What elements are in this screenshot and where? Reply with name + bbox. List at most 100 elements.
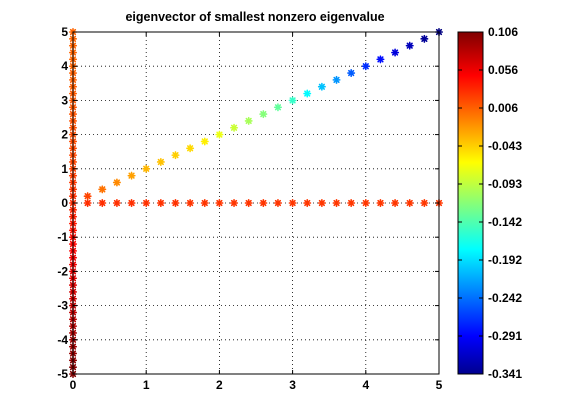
data-point: [112, 199, 121, 207]
y-tick-label: 2: [61, 128, 68, 142]
data-point: [186, 144, 195, 153]
marker-stroke: [84, 193, 91, 200]
marker-stroke: [260, 199, 267, 207]
marker-stroke: [128, 172, 135, 179]
colorbar: 0.106 0.056 0.006 -0.043 -0.093 -0.142 -0.192 -…: [457, 25, 522, 381]
data-point: [215, 130, 224, 139]
data-point: [332, 75, 341, 84]
chart-title: eigenvector of smallest nonzero eigenval…: [125, 10, 384, 24]
marker-stroke: [230, 199, 238, 207]
colorbar-tick-label: -0.242: [488, 291, 522, 305]
marker-stroke: [143, 199, 150, 207]
marker-stroke: [348, 69, 355, 77]
data-point: [376, 199, 385, 207]
marker-stroke: [187, 145, 194, 152]
marker-stroke: [84, 199, 91, 207]
colorbar-tick-label: -0.291: [488, 329, 522, 343]
data-point: [376, 55, 385, 64]
data-point: [259, 199, 268, 207]
y-axis-ticks: -5 -4 -3 -2 -1 0 1 2 3 4 5: [57, 25, 439, 381]
marker-stroke: [143, 165, 150, 172]
marker-stroke: [260, 110, 267, 118]
data-point: [156, 199, 165, 207]
data-point: [230, 123, 239, 132]
y-tick-label: -3: [57, 299, 68, 313]
data-point: [98, 185, 107, 194]
data-point: [142, 199, 151, 207]
data-point: [391, 199, 400, 207]
marker-stroke: [99, 199, 106, 207]
plot-area: 0 1 2 3 4 5 -5 -4 -3 -2 -1 0 1 2 3 4 5: [57, 25, 444, 392]
y-tick-label: 3: [61, 93, 68, 107]
data-point: [332, 199, 341, 207]
y-tick-label: -1: [57, 230, 68, 244]
marker-stroke: [274, 104, 282, 111]
data-point: [156, 157, 165, 166]
data-point: [361, 199, 370, 207]
y-tick-label: 1: [61, 162, 68, 176]
colorbar-gradient: [458, 32, 483, 374]
marker-stroke: [362, 199, 369, 207]
marker-stroke: [157, 199, 164, 207]
data-point: [244, 199, 253, 207]
colorbar-tick-label: -0.093: [488, 177, 522, 191]
colorbar-frame: [457, 31, 484, 375]
marker-stroke: [406, 42, 413, 49]
marker-stroke: [421, 199, 428, 207]
marker-stroke: [201, 199, 208, 207]
data-point: [347, 199, 356, 207]
marker-stroke: [348, 199, 355, 207]
data-point: [186, 199, 195, 207]
y-tick-label: 5: [61, 25, 68, 39]
colorbar-tick-label: -0.341: [488, 367, 522, 381]
x-tick-label: 3: [289, 378, 296, 392]
data-point: [347, 69, 356, 78]
data-point: [317, 82, 326, 91]
marker-stroke: [406, 199, 413, 207]
data-point: [200, 199, 209, 207]
marker-stroke: [201, 138, 208, 145]
marker-stroke: [216, 199, 223, 207]
marker-stroke: [230, 124, 238, 131]
x-axis-ticks: 0 1 2 3 4 5: [70, 32, 443, 392]
marker-stroke: [113, 199, 121, 207]
data-point: [171, 151, 180, 160]
data-point: [405, 41, 414, 50]
x-tick-label: 1: [143, 378, 150, 392]
data-point: [200, 137, 209, 146]
marker-stroke: [245, 199, 252, 207]
marker-stroke: [216, 131, 223, 138]
marker-stroke: [289, 97, 296, 104]
marker-stroke: [318, 83, 325, 90]
marker-stroke: [113, 179, 121, 186]
marker-stroke: [391, 49, 399, 56]
data-point: [361, 62, 370, 71]
x-tick-label: 2: [216, 378, 223, 392]
data-point: [83, 192, 92, 201]
x-tick-label: 0: [70, 378, 77, 392]
colorbar-tick-label: -0.192: [488, 253, 522, 267]
marker-stroke: [304, 90, 311, 97]
marker-stroke: [172, 199, 179, 207]
data-point: [288, 96, 297, 105]
data-point: [244, 116, 253, 125]
marker-stroke: [245, 117, 252, 125]
data-point: [317, 199, 326, 207]
data-point: [127, 171, 136, 180]
marker-stroke: [128, 199, 135, 207]
data-point: [303, 199, 312, 207]
y-tick-label: -4: [57, 333, 68, 347]
data-point: [303, 89, 312, 98]
colorbar-tick-label: -0.043: [488, 139, 522, 153]
colorbar-tick-label: 0.106: [488, 25, 518, 39]
data-point: [112, 178, 121, 187]
y-tick-label: 4: [61, 59, 68, 73]
data-point: [288, 199, 297, 207]
x-tick-label: 5: [436, 378, 443, 392]
x-tick-label: 4: [362, 378, 369, 392]
colorbar-ticks: 0.106 0.056 0.006 -0.043 -0.093 -0.142 -0.192 -…: [458, 25, 522, 381]
data-point: [142, 164, 151, 173]
data-point: [420, 34, 429, 43]
marker-stroke: [362, 63, 369, 70]
